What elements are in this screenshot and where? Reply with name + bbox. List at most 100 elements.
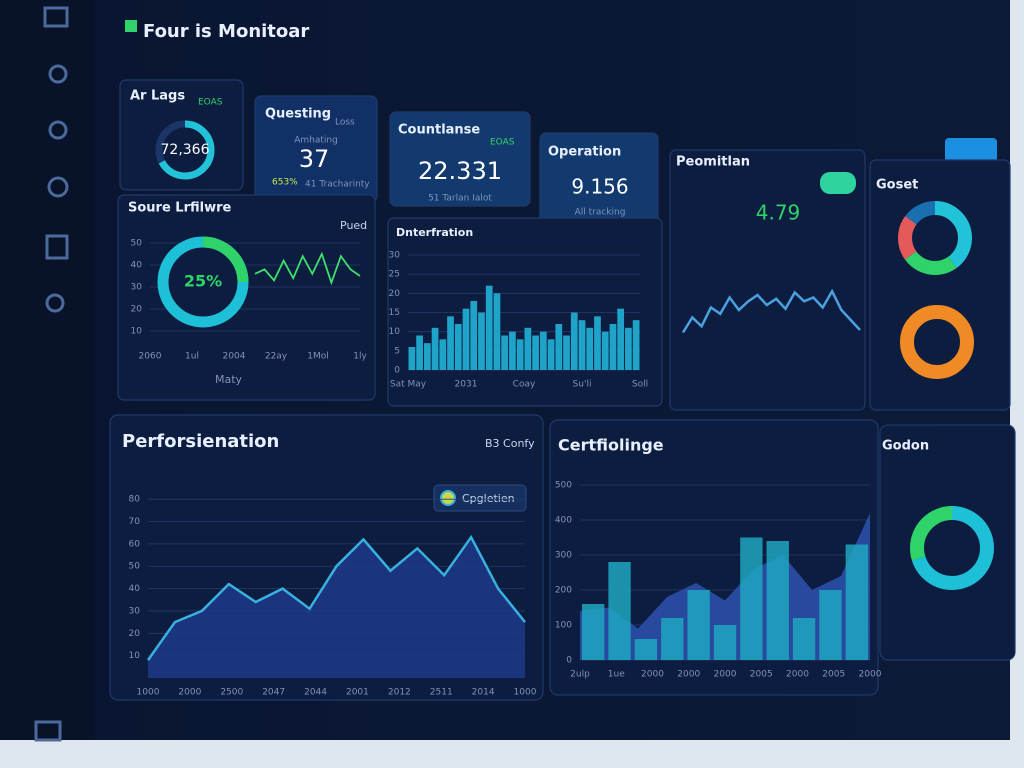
card-tag: EOAS	[490, 138, 515, 148]
toggle[interactable]	[820, 172, 856, 194]
line	[681, 288, 861, 334]
x-tick-label: 2005	[750, 670, 773, 680]
y-tick-label: 20	[131, 305, 143, 315]
y-tick-label: 25	[389, 270, 400, 280]
panel	[117, 194, 376, 401]
legend-label: Cpgletien	[462, 492, 515, 505]
chart-title: Soure Lrfilwre	[128, 201, 232, 216]
card-value: 72,366	[161, 142, 210, 158]
bar	[570, 312, 578, 370]
bar	[524, 327, 532, 370]
x-tick-label: 2012	[388, 688, 411, 698]
x-tick-label: 2044	[304, 688, 327, 698]
x-tick-label: 2000	[786, 670, 809, 680]
x-tick-label: 1000	[514, 688, 537, 698]
bar	[563, 335, 570, 370]
y-tick-label: 200	[555, 586, 572, 596]
bar	[594, 316, 601, 370]
lock-icon[interactable]	[34, 720, 62, 742]
donut-segment	[898, 201, 972, 275]
y-tick-label: 30	[131, 283, 143, 293]
card-ring-arc	[155, 120, 215, 180]
x-tick-label: 2005	[822, 670, 845, 680]
donut-segment	[898, 201, 972, 275]
sidebar	[0, 0, 95, 740]
y-tick-label: 20	[389, 289, 401, 299]
bar	[408, 347, 416, 370]
x-tick-label: Sat May	[390, 380, 427, 390]
sidebar-icons	[34, 6, 69, 742]
y-tick-label: 300	[555, 551, 572, 561]
tools-icon[interactable]	[45, 293, 65, 313]
card-tag: EOAS	[198, 98, 223, 108]
y-tick-label: 5	[394, 346, 400, 356]
y-tick-label: 0	[566, 656, 572, 666]
card-title: Ar Lags	[130, 89, 185, 104]
y-tick-label: 40	[131, 261, 143, 271]
y-tick-label: 40	[129, 584, 141, 594]
bar	[447, 316, 454, 370]
card-value: 9.156	[571, 175, 628, 199]
x-tick-label: 2000	[859, 670, 882, 680]
card-note: 51 Tarlan Ialot	[428, 194, 492, 204]
y-tick-label: 20	[129, 629, 141, 639]
settings-icon[interactable]	[47, 176, 69, 198]
bar	[470, 301, 478, 370]
bar	[617, 308, 625, 370]
bar	[547, 339, 555, 370]
bar	[601, 331, 609, 370]
x-tick-label: 1ul	[185, 352, 199, 362]
report-icon[interactable]	[45, 234, 69, 260]
y-tick-label: 60	[129, 539, 141, 549]
bar	[632, 320, 640, 370]
card-title: Questing	[265, 107, 331, 122]
x-tick-label: 2031	[455, 380, 478, 390]
x-tick-label: 2500	[220, 688, 243, 698]
y-tick-label: 50	[129, 562, 141, 572]
panel	[669, 149, 866, 411]
card-subtitle: Amhating	[294, 136, 338, 146]
gauge-arc	[157, 236, 249, 328]
search-icon[interactable]	[48, 64, 68, 84]
x-tick-label: 2001	[346, 688, 369, 698]
donut-segment	[900, 305, 974, 379]
x-tick-label: 2000	[677, 670, 700, 680]
x-tick-label: Su'li	[573, 380, 592, 390]
y-tick-label: 50	[131, 239, 143, 249]
chart-title: Perforsienation	[122, 431, 279, 452]
menu-icon[interactable]	[43, 6, 69, 28]
panel	[879, 424, 1016, 661]
user-icon[interactable]	[48, 120, 68, 140]
bar	[493, 293, 501, 370]
bar	[509, 331, 516, 370]
x-tick-label: 1000	[137, 688, 160, 698]
y-tick-label: 80	[129, 495, 141, 505]
area	[148, 537, 525, 678]
x-axis-label: Maty	[215, 373, 243, 386]
bar	[819, 590, 842, 660]
bar	[582, 604, 605, 660]
bar	[516, 339, 524, 370]
bar	[439, 339, 447, 370]
y-tick-label: 30	[129, 606, 141, 616]
bar	[740, 537, 763, 660]
card-title: Countlanse	[398, 123, 480, 138]
bar	[792, 618, 816, 660]
x-tick-label: 2000	[714, 670, 737, 680]
card-note: 41 Tracharinty	[305, 180, 370, 190]
bar	[501, 335, 509, 370]
card-change: 653%	[272, 178, 298, 188]
logo	[125, 20, 137, 32]
value-label: 4.79	[756, 201, 801, 225]
y-tick-label: 10	[131, 327, 143, 337]
x-tick-label: 2047	[262, 688, 285, 698]
x-tick-label: 1ly	[353, 352, 367, 362]
chart-title: Dnterfration	[396, 226, 473, 239]
donut-segment	[898, 201, 972, 275]
bar	[462, 308, 470, 370]
x-tick-label: 22ay	[265, 352, 288, 362]
y-tick-label: 70	[129, 517, 141, 527]
bar	[431, 327, 439, 370]
y-tick-label: 30	[389, 251, 401, 261]
